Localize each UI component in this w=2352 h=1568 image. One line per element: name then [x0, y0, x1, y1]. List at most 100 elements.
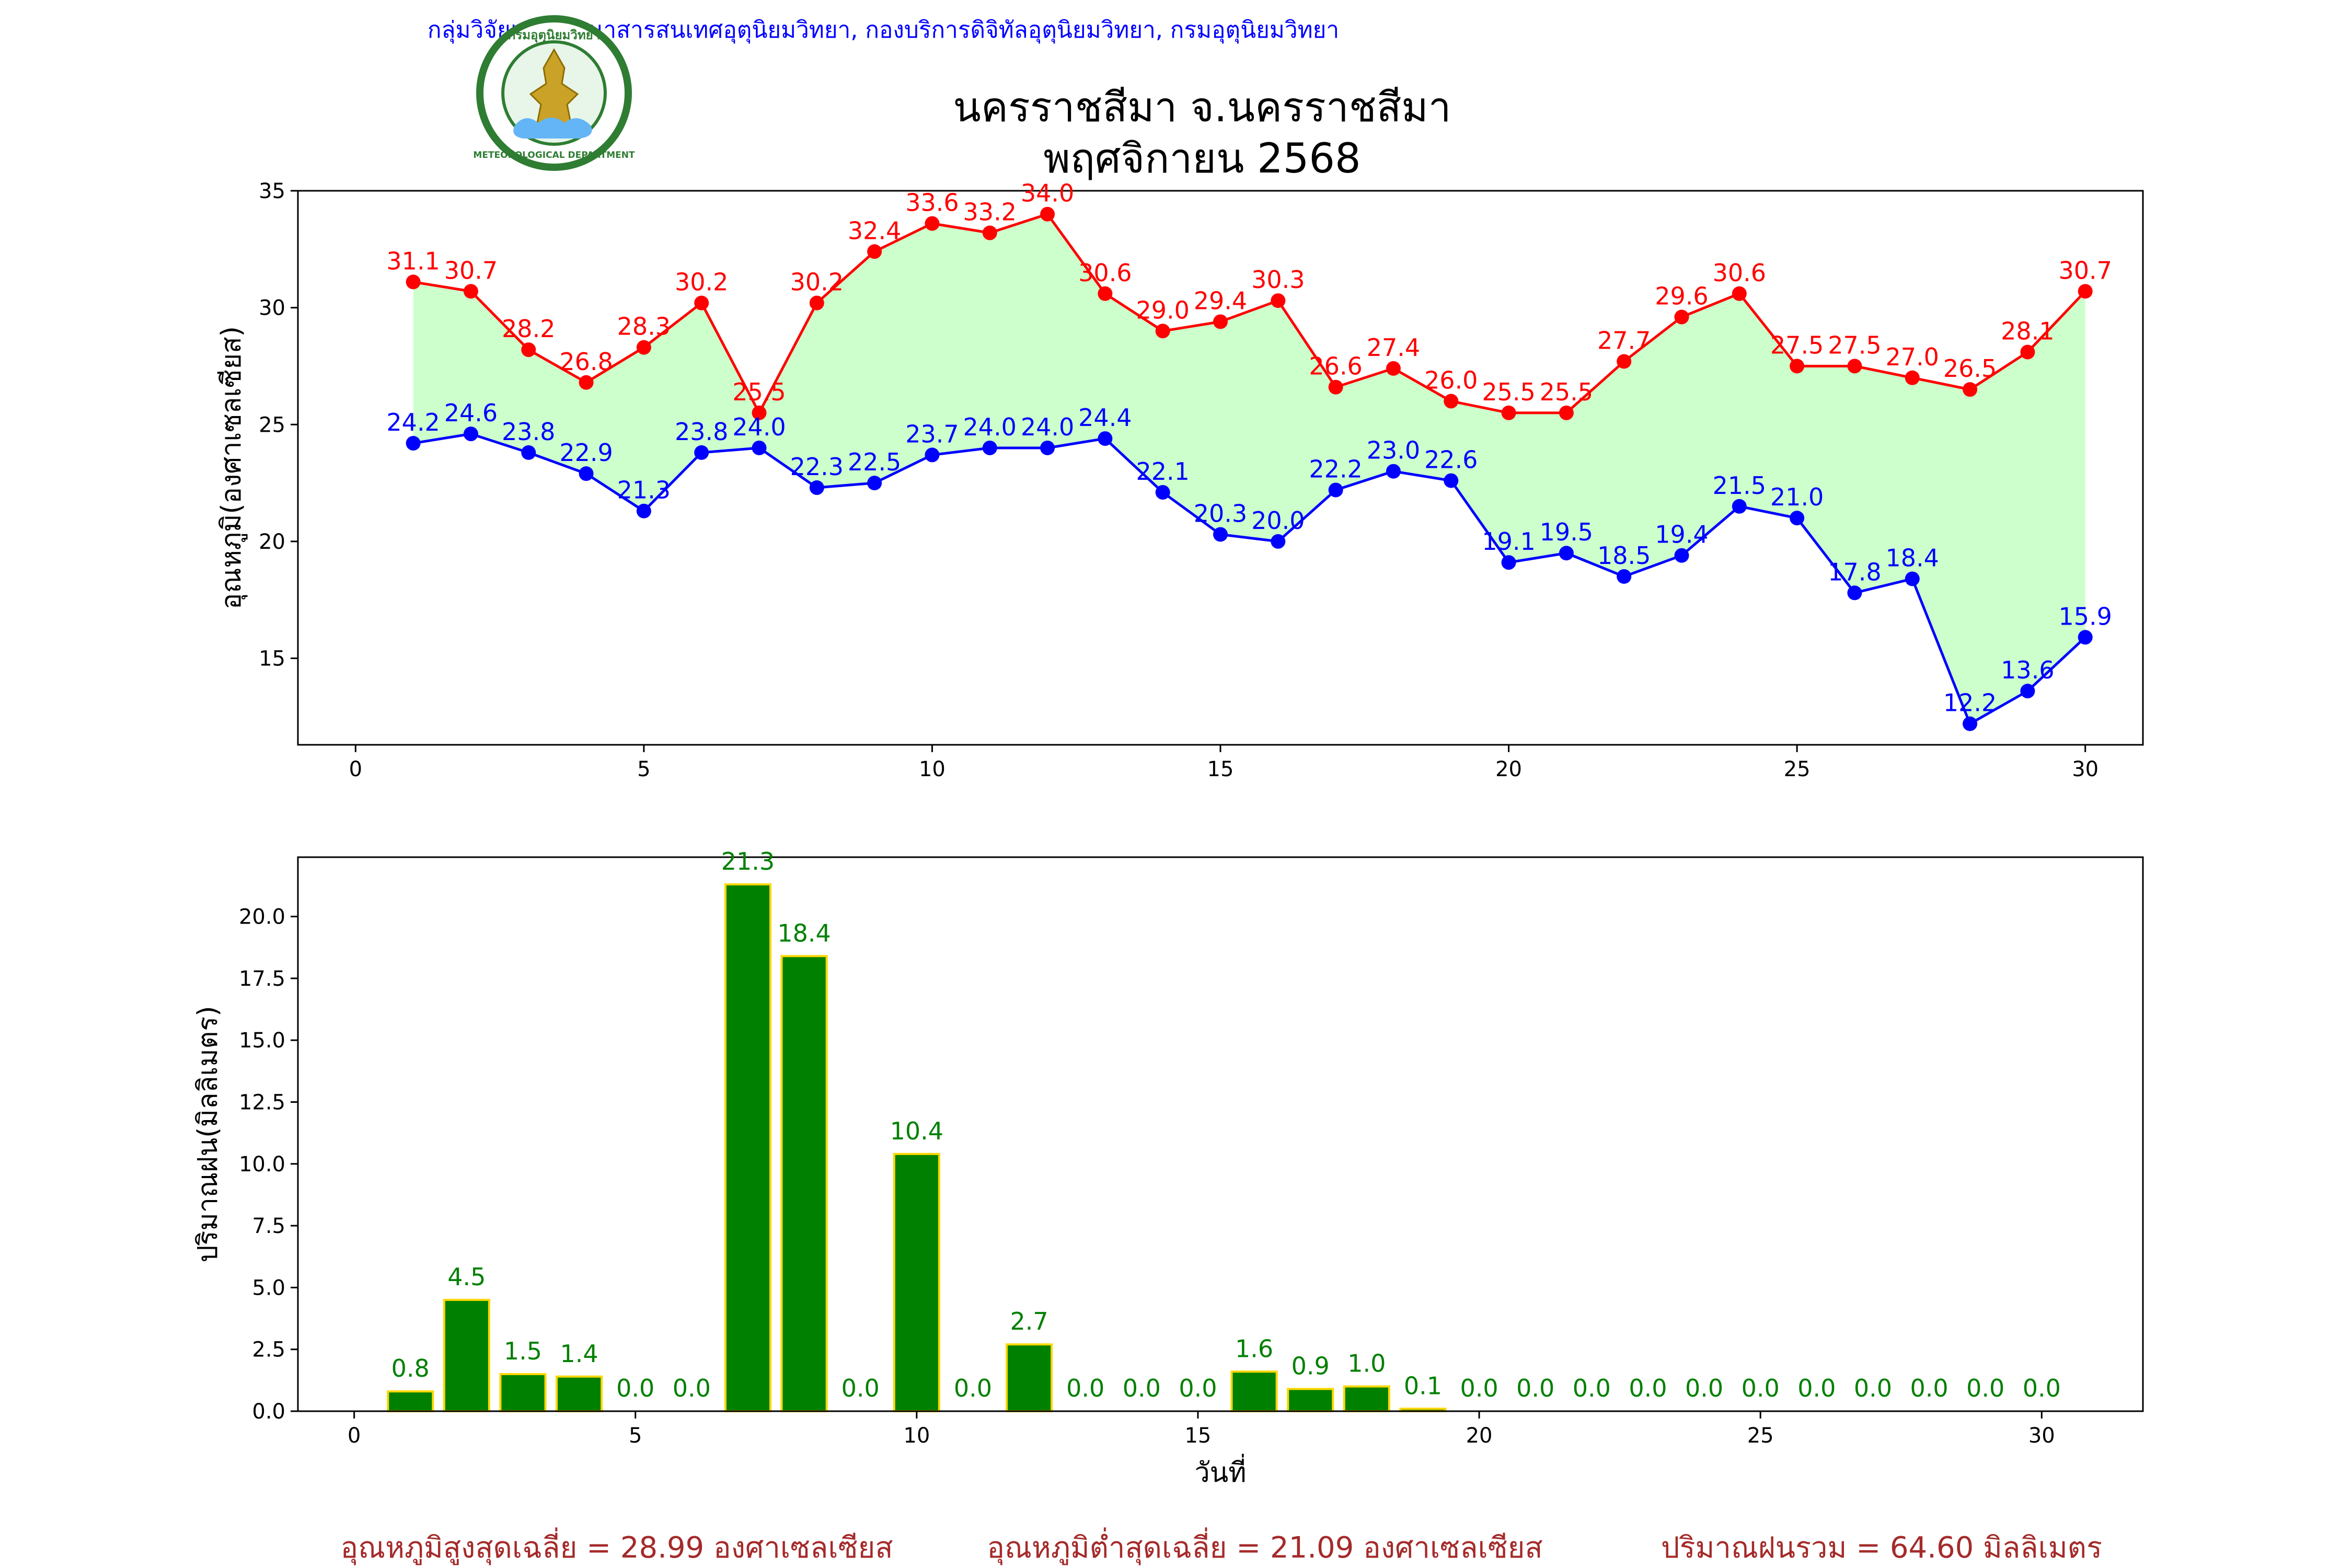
x-tick-label: 25 [1784, 757, 1811, 781]
rainfall-value-label: 0.0 [1854, 1374, 1892, 1402]
max-temperature-label: 30.7 [2058, 256, 2112, 284]
x-tick-label: 10 [919, 757, 946, 781]
x-tick-label: 15 [1207, 757, 1234, 781]
rainfall-value-label: 21.3 [721, 847, 775, 875]
min-temperature-line [413, 432, 2086, 726]
rainfall-value-label: 0.0 [841, 1374, 880, 1402]
average-max-temperature: อุณหภูมิสูงสุดเฉลี่ย = 28.99 องศาเซลเซีย… [340, 1527, 893, 1565]
max-temperature-point [752, 405, 767, 420]
y-tick-label: 15 [259, 647, 285, 671]
x-tick-label: 20 [1466, 1424, 1493, 1448]
min-temperature-point [1271, 534, 1286, 549]
y-tick-label: 30 [259, 296, 285, 320]
max-temperature-point [1732, 286, 1747, 301]
max-temperature-point [1963, 382, 1978, 397]
max-temperature-label: 34.0 [1021, 179, 1074, 207]
min-temperature-point [1559, 546, 1574, 561]
min-temperature-label: 21.3 [617, 476, 671, 504]
rainfall-value-label: 0.0 [1460, 1374, 1498, 1402]
rainfall-bar [443, 1299, 490, 1412]
rainfall-value-label: 0.0 [1179, 1374, 1217, 1402]
min-temperature-label: 19.4 [1655, 521, 1708, 549]
x-tick-label: 20 [1495, 757, 1522, 781]
max-temperature-point [1213, 314, 1228, 329]
rainfall-bar [1006, 1343, 1053, 1413]
logo-top-text: กรมอุตุนิยมวิทยา [508, 28, 600, 43]
max-temperature-label: 28.1 [2001, 317, 2054, 345]
y-tick-label: 5.0 [252, 1276, 285, 1300]
y-tick-label: 7.5 [252, 1214, 285, 1238]
rainfall-value-label: 0.0 [673, 1374, 711, 1402]
chart-title-line2: พฤศจิกายน 2568 [1043, 135, 1361, 182]
x-tick-label: 15 [1184, 1424, 1211, 1448]
max-temperature-point [867, 244, 882, 259]
min-temperature-point [752, 440, 767, 455]
min-temperature-label: 21.0 [1770, 483, 1824, 511]
rainfall-value-label: 4.5 [447, 1263, 486, 1291]
max-temperature-point [1790, 359, 1805, 374]
min-temperature-label: 20.0 [1251, 506, 1305, 535]
rainfall-value-label: 18.4 [777, 919, 831, 947]
min-temperature-label: 19.5 [1540, 518, 1593, 546]
max-temperature-label: 29.4 [1194, 286, 1247, 315]
max-temperature-label: 30.3 [1251, 266, 1305, 294]
max-temperature-label: 28.3 [617, 313, 671, 341]
rainfall-value-label: 0.0 [954, 1374, 992, 1402]
max-temperature-label: 27.0 [1886, 343, 1939, 371]
min-temperature-label: 23.8 [502, 418, 555, 446]
max-temperature-point [809, 295, 824, 310]
max-temperature-label: 28.2 [502, 315, 555, 343]
min-temperature-label: 17.8 [1828, 558, 1881, 586]
rainfall-x-axis: 0 5 10 15 20 25 30 [348, 1411, 2055, 1448]
temperature-x-axis: 0 5 10 15 20 25 30 [349, 745, 2099, 781]
y-tick-label: 20 [259, 530, 285, 554]
y-tick-label: 0.0 [252, 1400, 285, 1424]
rainfall-value-label: 10.4 [890, 1117, 943, 1145]
y-tick-label: 2.5 [252, 1338, 285, 1362]
rainfall-value-label: 0.0 [1066, 1374, 1104, 1402]
min-temperature-point [694, 445, 709, 460]
rainfall-bar [893, 1152, 940, 1413]
rainfall-value-label: 0.0 [1573, 1374, 1611, 1402]
rainfall-value-label: 0.0 [2023, 1374, 2061, 1402]
rainfall-chart: 0.0 2.5 5.0 7.5 10.0 12.5 15.0 17.5 20.0 0 5 10 15 2… [192, 847, 2144, 1489]
max-temperature-point [1444, 394, 1459, 409]
max-temperature-label: 26.6 [1309, 352, 1362, 381]
rainfall-value-label: 0.0 [1685, 1374, 1723, 1402]
min-temperature-point [521, 445, 536, 460]
min-temperature-point [406, 436, 421, 451]
rainfall-value-label: 0.0 [1910, 1374, 1948, 1402]
temperature-y-axis-label: อุณหภูมิ(องศาเซลเซียส) [216, 326, 248, 609]
max-temperature-label: 30.2 [675, 268, 728, 296]
y-tick-label: 25 [259, 413, 285, 437]
max-temperature-label: 27.4 [1367, 333, 1420, 362]
min-temperature-point [1098, 431, 1113, 446]
rainfall-value-label: 1.0 [1347, 1350, 1386, 1378]
department-logo: กรมอุตุนิยมวิทยา METEOROLOGICAL DEPARTME… [473, 15, 635, 171]
min-temperature-point [1444, 473, 1459, 488]
rainfall-value-label: 0.0 [1966, 1374, 2004, 1402]
min-temperature-point [982, 440, 997, 455]
max-temperature-point [925, 216, 940, 231]
logo-cloud-icon [513, 118, 592, 139]
min-temperature-label: 22.3 [790, 453, 844, 481]
max-temperature-point [636, 340, 651, 355]
min-temperature-point [636, 503, 651, 518]
max-temperature-point [1905, 370, 1920, 385]
max-temperature-label: 33.6 [905, 189, 959, 217]
min-temperature-point [1905, 571, 1920, 586]
x-tick-label: 10 [903, 1424, 930, 1448]
rainfall-value-label: 0.0 [1742, 1374, 1780, 1402]
max-temperature-point [406, 274, 421, 290]
min-temperature-label: 18.5 [1597, 541, 1651, 570]
rainfall-bar [780, 955, 828, 1413]
temperature-range-fill [413, 214, 2085, 724]
max-temperature-label: 25.5 [732, 378, 786, 406]
total-rainfall: ปริมาณฝนรวม = 64.60 มิลลิเมตร [1661, 1531, 2102, 1565]
min-temperature-point [925, 447, 940, 463]
max-temperature-point [1328, 379, 1343, 395]
max-temperature-label: 26.8 [559, 348, 613, 376]
x-tick-label: 5 [637, 757, 650, 781]
rainfall-value-label: 0.0 [616, 1374, 654, 1402]
temperature-y-axis: 15 20 25 30 35 [259, 179, 298, 671]
